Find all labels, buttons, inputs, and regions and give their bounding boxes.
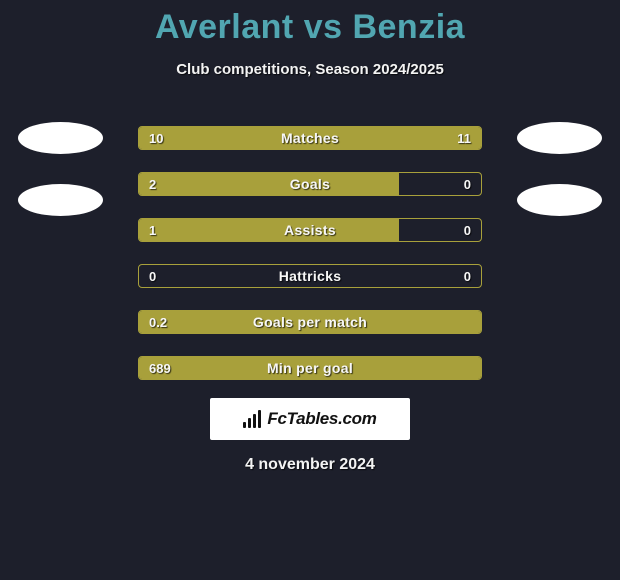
- stat-label: Goals per match: [139, 311, 481, 333]
- stat-label: Min per goal: [139, 357, 481, 379]
- stat-row: 00Hattricks: [138, 264, 482, 288]
- stat-label: Hattricks: [139, 265, 481, 287]
- date-text: 4 november 2024: [0, 456, 620, 474]
- logo-text: FcTables.com: [267, 409, 376, 429]
- vs-separator: vs: [304, 8, 343, 46]
- stat-row: 20Goals: [138, 172, 482, 196]
- stat-row: 0.2Goals per match: [138, 310, 482, 334]
- avatar-placeholder: [517, 184, 602, 216]
- stat-label: Matches: [139, 127, 481, 149]
- stat-row: 689Min per goal: [138, 356, 482, 380]
- avatar-placeholder: [517, 122, 602, 154]
- comparison-title: Averlant vs Benzia: [0, 0, 620, 47]
- avatar-placeholder: [18, 184, 103, 216]
- stat-row: 1011Matches: [138, 126, 482, 150]
- fctables-logo: FcTables.com: [210, 398, 410, 440]
- logo-bars-icon: [243, 410, 261, 428]
- avatar-placeholder: [18, 122, 103, 154]
- subtitle: Club competitions, Season 2024/2025: [0, 61, 620, 78]
- player1-name: Averlant: [155, 8, 294, 46]
- stats-bars: 1011Matches 20Goals 10Assists 00Hattricks 0.…: [138, 126, 482, 380]
- player2-name: Benzia: [352, 8, 465, 46]
- stat-label: Goals: [139, 173, 481, 195]
- avatars-left: [18, 122, 103, 216]
- stat-row: 10Assists: [138, 218, 482, 242]
- stat-label: Assists: [139, 219, 481, 241]
- avatars-right: [517, 122, 602, 216]
